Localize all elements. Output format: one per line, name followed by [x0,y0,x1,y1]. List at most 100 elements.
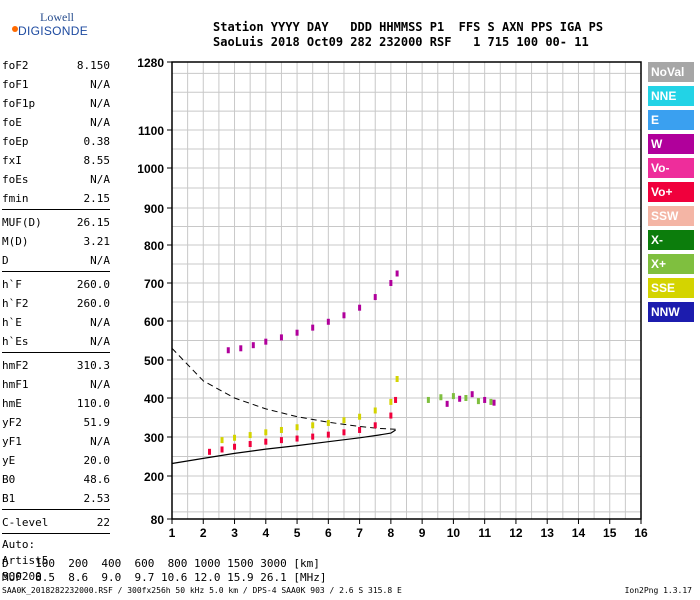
legend-item: NNE [648,86,694,106]
logo-line2: DIGISONDE [18,24,89,38]
x-tick-label: 9 [419,526,426,540]
x-tick-label: 3 [231,526,238,540]
header-line1: Station YYYY DAY DDD HHMMSS P1 FFS S AXN… [213,20,604,34]
param-value: 8.150 [76,59,110,72]
param-row: foF1 N/A [2,75,110,94]
y-tick-label: 1100 [138,124,164,138]
echo-point [311,324,315,331]
param-row: hmF1 N/A [2,375,110,394]
echo-point [326,431,330,438]
parameter-panel: foF2 8.150 foF1 N/A foF1p N/A foE N/A foEp 0.38 fx… [2,56,110,585]
dashed-curve [171,347,396,430]
x-tick-label: 6 [325,526,332,540]
y-tick-label: 1000 [137,162,164,176]
param-key: h`Es [2,335,29,348]
param-key: foEp [2,135,29,148]
y-tick-label: 400 [144,392,164,406]
series-vo- [208,396,398,455]
x-tick-label: 13 [541,526,555,540]
param-row: hmF2 310.3 [2,356,110,375]
echo-point [279,426,283,433]
echo-point [470,391,474,398]
param-row: foEs N/A [2,170,110,189]
param-row: h`F 260.0 [2,275,110,294]
divider [2,352,110,353]
echo-point [295,424,299,431]
echo-point [395,376,399,382]
profile-curve [171,429,396,465]
echo-point [279,437,283,444]
param-row: foF2 8.150 [2,56,110,75]
param-key: B1 [2,492,16,505]
param-key: foF1p [2,97,36,110]
x-tick-label: 5 [294,526,301,540]
y-tick-label: 700 [144,277,164,291]
param-value: 2.15 [83,192,111,205]
echo-point [445,400,449,407]
echo-point [358,304,362,311]
echo-traces [208,270,496,455]
echo-point [295,435,299,442]
x-tick-label: 8 [388,526,395,540]
echo-point [208,448,212,455]
x-tick-label: 12 [509,526,523,540]
echo-point [233,434,237,441]
param-group-3: h`F 260.0 h`F2 260.0 h`E N/A h`Es N/A [2,275,110,351]
echo-point [458,395,462,402]
param-key: yF2 [2,416,22,429]
auto-block: Auto: Artist5 500200 [2,537,110,585]
series-x- [426,393,493,405]
divider [2,271,110,272]
x-tick-label: 10 [447,526,461,540]
echo-point [464,395,468,401]
echo-point [395,270,399,277]
param-value: N/A [90,78,110,91]
legend-item: W [648,134,694,154]
param-key: foF2 [2,59,29,72]
y-tick-label: 600 [144,315,164,329]
param-value: N/A [90,116,110,129]
param-key: h`F [2,278,22,291]
param-row: M(D) 3.21 [2,232,110,251]
echo-point [389,412,393,419]
header-line2: SaoLuis 2018 Oct09 282 232000 RSF 1 715 … [213,35,589,49]
param-row: fmin 2.15 [2,189,110,208]
profile-curves [171,347,396,465]
param-value: 22 [96,516,110,529]
file-info: SAA0K_2018282232000.RSF / 300fx256h 50 k… [2,586,402,595]
echo-point [439,394,443,401]
param-row: fxI 8.55 [2,151,110,170]
param-key: foF1 [2,78,29,91]
echo-point [389,398,393,405]
param-row: yF1 N/A [2,432,110,451]
echo-point [373,294,377,301]
param-row: h`F2 260.0 [2,294,110,313]
param-value: N/A [90,435,110,448]
y-tick-label: 900 [144,202,164,216]
echo-point [489,398,493,405]
param-value: 310.3 [76,359,110,372]
y-tick-label: 500 [144,354,164,368]
param-value: 8.55 [83,154,111,167]
param-value: 260.0 [76,278,110,291]
echo-point [264,429,268,436]
distance-row: D 100 200 400 600 800 1000 1500 3000 [km… [2,557,320,570]
echo-point [451,393,455,400]
echo-point [476,398,480,405]
auto-line2: Artist5 [2,554,49,567]
param-value: 51.9 [83,416,111,429]
legend-item: NoVal [648,62,694,82]
param-key: foE [2,116,22,129]
echo-point [311,433,315,440]
echo-point [326,419,330,426]
legend-item: Vo+ [648,182,694,202]
param-row: hmE 110.0 [2,394,110,413]
x-tick-label: 14 [572,526,586,540]
param-row: yF2 51.9 [2,413,110,432]
param-group-1: foF2 8.150 foF1 N/A foF1p N/A foE N/A foEp 0.38 fx… [2,56,110,208]
param-value: 2.53 [83,492,111,505]
param-key: hmE [2,397,22,410]
echo-point [342,312,346,319]
param-row: h`Es N/A [2,332,110,351]
